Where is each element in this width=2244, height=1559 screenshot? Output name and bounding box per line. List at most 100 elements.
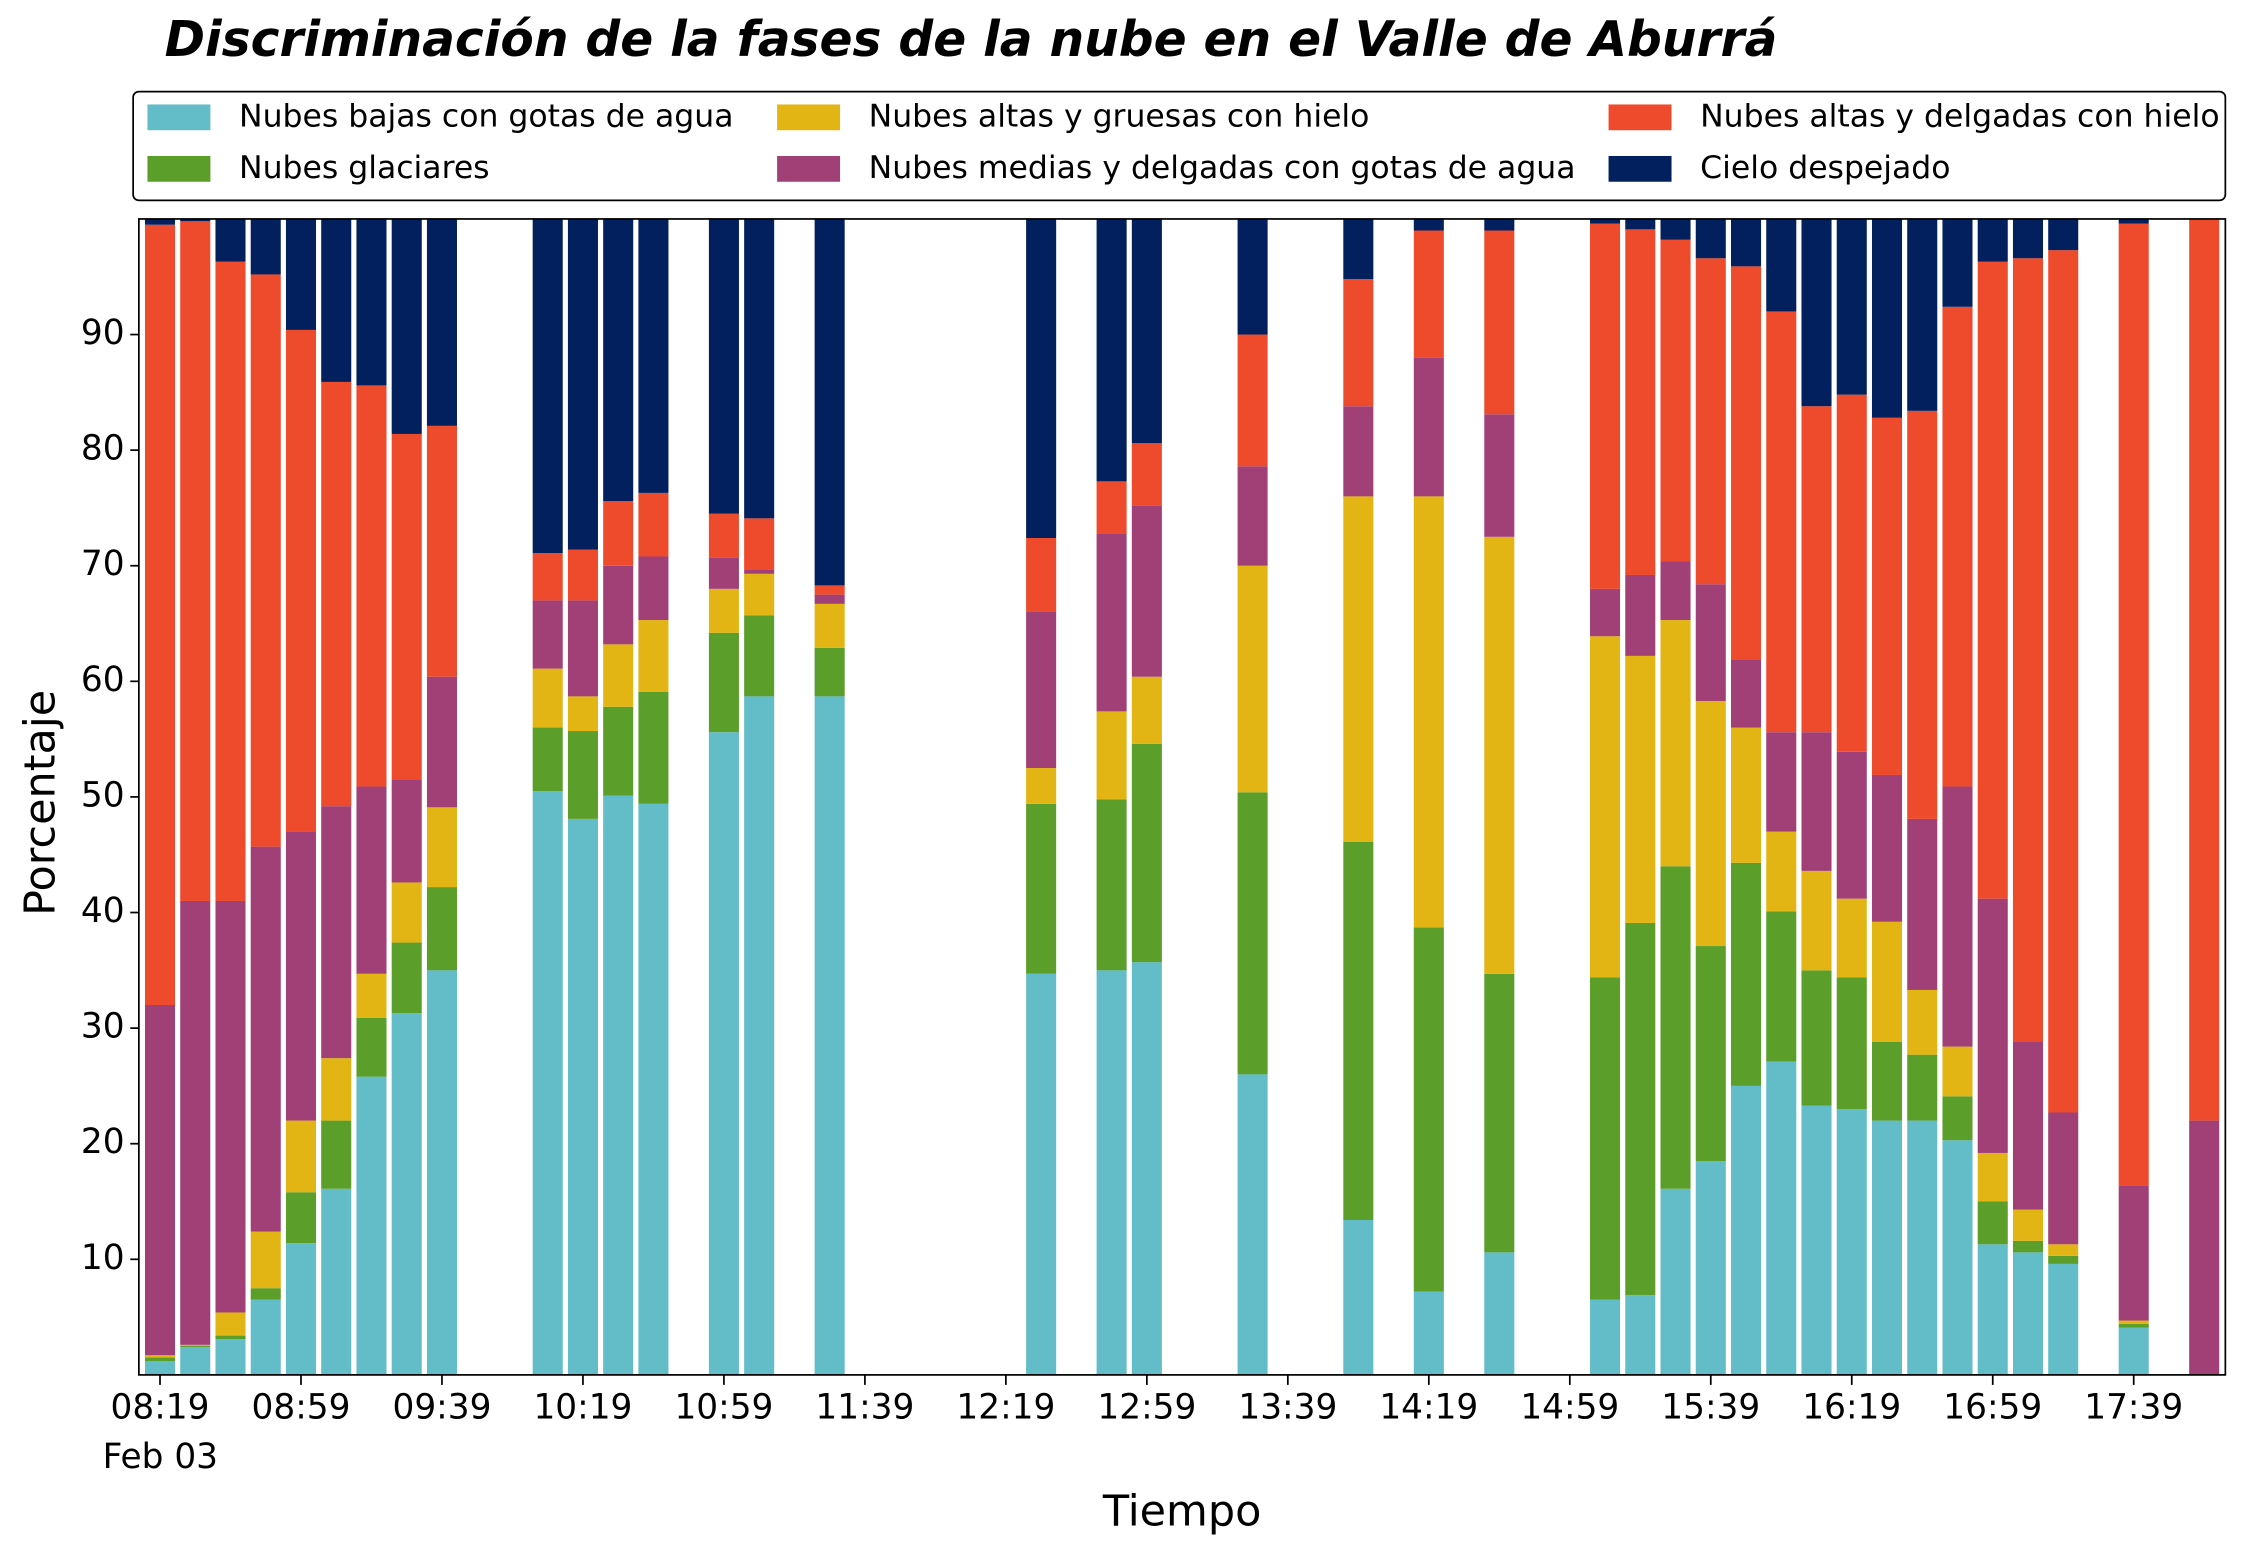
y-tick-label: 30	[81, 1007, 125, 1047]
bar-segment	[285, 1192, 317, 1244]
bar-segment	[1942, 1096, 1973, 1141]
y-tick-label: 60	[81, 660, 125, 700]
bar-segment	[1660, 218, 1691, 240]
legend-label: Cielo despejado	[1700, 150, 1950, 186]
bar-segment	[638, 620, 669, 692]
bar-segment	[1942, 1046, 1973, 1097]
bar-segment	[567, 549, 598, 601]
chart-title: Discriminación de la fases de la nube en…	[165, 12, 1778, 68]
bar-segment	[1977, 261, 2008, 899]
x-tick-label: 08:19	[111, 1388, 210, 1428]
bar-segment	[1730, 266, 1762, 660]
bar-segment	[1484, 230, 1515, 415]
bar-segment	[1026, 218, 1057, 538]
bar-segment	[1237, 792, 1268, 1075]
legend-swatch	[777, 155, 841, 182]
bar-segment	[2012, 1240, 2044, 1253]
bar-segment	[1836, 394, 1867, 752]
bar-segment	[1237, 1074, 1268, 1375]
bar-segment	[1942, 218, 1973, 307]
bar-segment	[1801, 1105, 1832, 1375]
bar-segment	[1096, 218, 1127, 482]
bar-segment	[1237, 466, 1268, 566]
bar-segment	[144, 218, 176, 225]
bar-segment	[638, 803, 669, 1375]
bar-segment	[1026, 973, 1057, 1375]
bar-segment	[1237, 565, 1268, 793]
x-tick-label: 12:19	[956, 1388, 1055, 1428]
bar-segment	[708, 513, 739, 558]
bar-segment	[285, 329, 317, 832]
bar-segment	[1766, 1061, 1797, 1375]
bar-segment	[250, 846, 281, 1232]
bar-segment	[1695, 946, 1726, 1162]
bar-segment	[285, 1120, 317, 1193]
bar-segment	[638, 691, 669, 804]
bar-segment	[321, 1120, 352, 1189]
bar-segment	[2048, 250, 2079, 1113]
x-tick-label: 12:59	[1097, 1388, 1196, 1428]
bar-segment	[215, 261, 246, 901]
bar-segment	[532, 218, 563, 554]
bar-segment	[2012, 1209, 2044, 1241]
bar-segment	[1766, 732, 1797, 832]
bar-segment	[1131, 218, 1162, 444]
bar-segment	[180, 1347, 211, 1375]
bar-segment	[708, 588, 739, 633]
bar-segment	[567, 818, 598, 1375]
y-tick-label: 90	[81, 313, 125, 353]
bar-segment	[567, 600, 598, 697]
bar-segment	[1942, 306, 1973, 787]
bar-segment	[1660, 866, 1691, 1189]
x-tick-label: 16:19	[1802, 1388, 1901, 1428]
bar-segment	[1766, 311, 1797, 733]
bar-segment	[144, 1004, 176, 1356]
bar-segment	[1871, 1041, 1903, 1121]
bar-segment	[1413, 218, 1444, 231]
bar-segment	[1695, 258, 1726, 585]
bar-segment	[708, 557, 739, 589]
x-tick-label: 15:39	[1661, 1388, 1760, 1428]
bar-segment	[814, 603, 845, 648]
bar-segment	[532, 727, 563, 792]
bar-segment	[603, 795, 634, 1375]
bar-segment	[744, 218, 775, 519]
legend-label: Nubes altas y delgadas con hielo	[1700, 98, 2219, 134]
bar-segment	[215, 1339, 246, 1375]
bar-segment	[814, 647, 845, 697]
legend-swatch	[1608, 104, 1672, 131]
x-tick-label: 10:59	[674, 1388, 773, 1428]
bar-segment	[1131, 505, 1162, 677]
bar-segment	[744, 518, 775, 570]
bar-segment	[814, 696, 845, 1375]
bar-segment	[215, 900, 246, 1313]
y-tick-label: 20	[81, 1122, 125, 1162]
bar-segment	[250, 274, 281, 847]
bar-segment	[1907, 1120, 1938, 1375]
bar-segment	[1625, 655, 1656, 923]
bar-segment	[744, 573, 775, 616]
bar-segment	[144, 1355, 176, 1358]
bar-segment	[1730, 659, 1762, 728]
bar-segment	[1026, 537, 1057, 612]
bar-segment	[1977, 898, 2008, 1153]
bar-segment	[1484, 973, 1515, 1253]
bar-segment	[250, 218, 281, 275]
bar-segment	[1096, 533, 1127, 712]
bar-segment	[391, 1013, 422, 1375]
bar-segment	[1590, 223, 1621, 589]
bar-segment	[2118, 1327, 2149, 1375]
bar-segment	[1413, 357, 1444, 497]
bar-segment	[1836, 751, 1867, 899]
x-tick-label: 08:59	[252, 1388, 351, 1428]
bar-segment	[1131, 676, 1162, 744]
bar-segment	[356, 1076, 387, 1375]
bar-segment	[1590, 977, 1621, 1300]
bar-segment	[356, 973, 387, 1018]
bar-segment	[1730, 727, 1762, 863]
legend-swatch	[777, 104, 841, 131]
bar-segment	[1977, 1244, 2008, 1375]
bar-segment	[321, 806, 352, 1059]
bar-segment	[356, 218, 387, 386]
bar-segment	[285, 1243, 317, 1375]
